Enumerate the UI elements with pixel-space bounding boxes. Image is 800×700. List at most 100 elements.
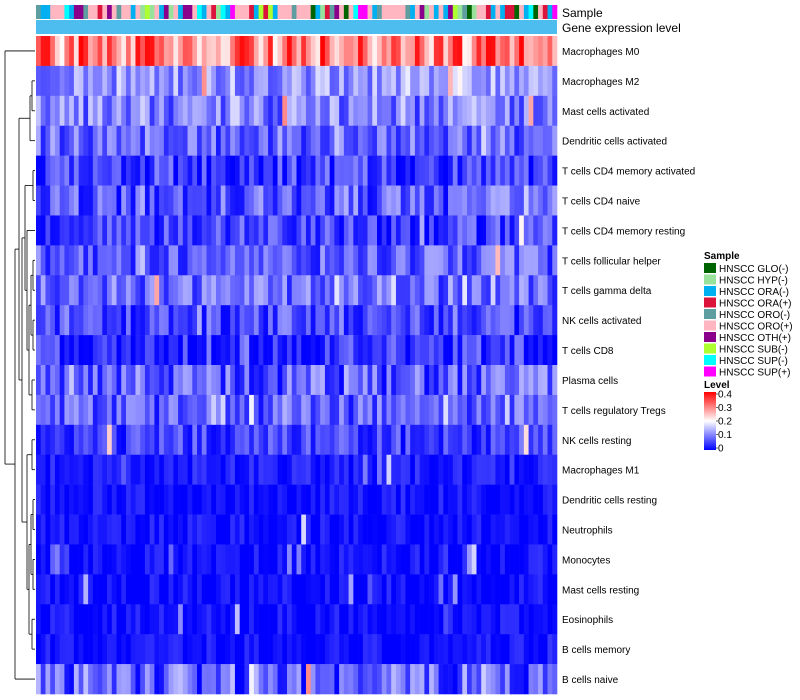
sample-annotation-cell bbox=[438, 5, 444, 19]
heatmap-cell bbox=[448, 95, 454, 127]
heatmap-cell bbox=[495, 484, 501, 515]
heatmap-cell bbox=[495, 185, 501, 216]
heatmap-cell bbox=[528, 335, 534, 366]
heatmap-cell bbox=[433, 544, 439, 575]
sample-annotation-cell bbox=[253, 5, 259, 19]
heatmap-cell bbox=[504, 664, 510, 695]
heatmap-cell bbox=[395, 484, 401, 515]
heatmap-cell bbox=[324, 36, 330, 67]
heatmap-cell bbox=[301, 544, 307, 575]
heatmap-cell bbox=[182, 36, 188, 67]
heatmap-cell bbox=[395, 664, 401, 695]
heatmap-cell bbox=[339, 514, 345, 545]
heatmap-cell bbox=[542, 125, 548, 156]
heatmap-cell bbox=[234, 394, 240, 426]
heatmap-cell bbox=[514, 65, 520, 97]
heatmap-cell bbox=[429, 424, 435, 456]
heatmap-cell bbox=[140, 424, 146, 456]
heatmap-cell bbox=[519, 245, 525, 276]
heatmap-cell bbox=[329, 215, 335, 246]
heatmap-cell bbox=[149, 245, 155, 276]
heatmap-cell bbox=[135, 574, 141, 605]
sample-annotation-cell bbox=[519, 5, 525, 19]
heatmap-cell bbox=[64, 305, 70, 336]
heatmap-cell bbox=[40, 604, 46, 635]
heatmap-cell bbox=[125, 125, 132, 156]
heatmap-cell bbox=[159, 394, 165, 426]
heatmap-cell bbox=[353, 394, 359, 426]
heatmap-cell bbox=[173, 245, 179, 276]
heatmap-cell bbox=[500, 305, 506, 336]
heatmap-cell bbox=[457, 454, 463, 485]
heatmap-cell bbox=[419, 95, 425, 127]
heatmap-cell bbox=[83, 275, 89, 306]
heatmap-cell bbox=[69, 544, 75, 575]
heatmap-cell bbox=[500, 95, 506, 127]
heatmap-cell bbox=[225, 335, 231, 366]
heatmap-cell bbox=[372, 245, 378, 276]
heatmap-cell bbox=[272, 454, 278, 485]
heatmap-cell bbox=[419, 125, 425, 156]
heatmap-cell bbox=[429, 36, 435, 67]
heatmap-cell bbox=[310, 484, 316, 515]
heatmap-cell bbox=[140, 664, 146, 695]
sample-annotation-cell bbox=[116, 5, 122, 19]
heatmap-cell bbox=[149, 484, 155, 515]
heatmap-cell bbox=[533, 365, 539, 396]
heatmap-cell bbox=[334, 634, 340, 665]
heatmap-cell bbox=[83, 424, 89, 456]
heatmap-cell bbox=[476, 305, 482, 336]
heatmap-cell bbox=[291, 335, 297, 366]
heatmap-cell bbox=[291, 424, 297, 456]
heatmap-cell bbox=[253, 155, 259, 186]
heatmap-cell bbox=[320, 544, 326, 575]
heatmap-cell bbox=[211, 245, 217, 276]
heatmap-cell bbox=[201, 305, 207, 336]
heatmap-cell bbox=[367, 95, 373, 127]
heatmap-cell bbox=[467, 604, 473, 635]
heatmap-cell bbox=[377, 574, 383, 605]
heatmap-cell bbox=[287, 454, 293, 485]
heatmap-cell bbox=[400, 484, 406, 515]
heatmap-cell bbox=[400, 305, 406, 336]
heatmap-cell bbox=[533, 544, 539, 575]
heatmap-cell bbox=[443, 574, 449, 605]
heatmap-cell bbox=[310, 36, 316, 67]
heatmap-cell bbox=[268, 664, 274, 695]
heatmap-cell bbox=[40, 544, 46, 575]
heatmap-cell bbox=[395, 185, 401, 216]
heatmap-cell bbox=[211, 305, 217, 336]
heatmap-cell bbox=[211, 424, 217, 456]
heatmap-cell bbox=[500, 65, 506, 97]
heatmap-cell bbox=[225, 424, 231, 456]
heatmap-cell bbox=[391, 574, 397, 605]
heatmap-cell bbox=[107, 305, 113, 336]
heatmap-cell bbox=[121, 65, 127, 97]
row-label: Mast cells resting bbox=[562, 585, 639, 596]
heatmap-cell bbox=[173, 574, 179, 605]
heatmap-cell bbox=[178, 335, 184, 366]
heatmap-cell bbox=[272, 335, 278, 366]
heatmap-cell bbox=[386, 664, 392, 695]
heatmap-cell bbox=[391, 335, 397, 366]
heatmap-cell bbox=[201, 424, 207, 456]
heatmap-cell bbox=[263, 155, 269, 186]
heatmap-cell bbox=[201, 95, 207, 127]
heatmap-cell bbox=[263, 424, 269, 456]
heatmap-cell bbox=[405, 574, 411, 605]
heatmap-cell bbox=[125, 604, 132, 635]
heatmap-cell bbox=[263, 36, 269, 67]
sample-legend-label: HNSCC OTH(+) bbox=[719, 333, 791, 344]
heatmap-cell bbox=[45, 394, 51, 426]
heatmap-cell bbox=[130, 335, 136, 366]
heatmap-cell bbox=[362, 185, 368, 216]
heatmap-cell bbox=[362, 544, 368, 575]
heatmap-cell bbox=[509, 36, 515, 67]
heatmap-cell bbox=[163, 245, 169, 276]
heatmap-cell bbox=[182, 245, 188, 276]
row-label: B cells memory bbox=[562, 645, 630, 656]
heatmap-cell bbox=[88, 36, 94, 67]
heatmap-cell bbox=[272, 65, 278, 97]
heatmap-cell bbox=[315, 215, 321, 246]
heatmap-cell bbox=[206, 185, 212, 216]
